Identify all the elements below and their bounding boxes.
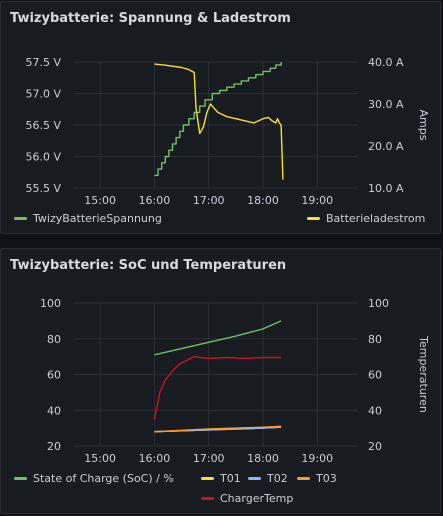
legend-label: TwizyBatterieSpannung (33, 212, 162, 225)
y-left-tick-label: 20 (47, 440, 61, 453)
x-tick-label: 15:00 (84, 194, 116, 207)
y-left-tick-label: 40 (47, 404, 61, 417)
y-right-axis-label: Amps (417, 110, 430, 141)
legend-item-t02[interactable]: T02 (248, 472, 288, 485)
y-right-tick-label: 40 (368, 404, 382, 417)
series-line-batterieladestrom (154, 63, 284, 180)
y-left-tick-label: 57.0 V (25, 88, 61, 101)
x-tick-label: 15:00 (84, 452, 116, 465)
x-tick-label: 18:00 (247, 452, 279, 465)
legend-swatch (307, 217, 320, 220)
y-left-tick-label: 100 (40, 297, 61, 310)
x-tick-label: 18:00 (247, 194, 279, 207)
panel-soc-temperaturen: Twizybatterie: SoC und Temperaturen 100 8… (0, 248, 441, 514)
legend-label: State of Charge (SoC) / % (33, 472, 174, 485)
legend-label: Batterieladestrom (326, 212, 426, 225)
panel-title[interactable]: Twizybatterie: SoC und Temperaturen (10, 258, 287, 273)
y-right-tick-label: 10.0 A (368, 182, 404, 195)
x-tick-label: 17:00 (193, 194, 225, 207)
legend-swatch (248, 477, 261, 480)
y-right-tick-label: 40.0 A (368, 56, 404, 69)
legend-label: T03 (316, 472, 337, 485)
series-line-t03 (154, 425, 282, 433)
legend-item-ladestrom[interactable]: Batterieladestrom (307, 212, 425, 225)
y-left-tick-label: 60 (47, 369, 61, 382)
y-right-tick-label: 30.0 A (368, 98, 404, 111)
y-right-axis-label: Temperaturen (417, 335, 430, 413)
legend-swatch (14, 217, 27, 220)
legend-item-chargertemp[interactable]: ChargerTemp (201, 492, 293, 505)
y-left-tick-label: 57.5 V (25, 56, 61, 69)
x-tick-label: 17:00 (193, 452, 225, 465)
y-right-tick-label: 80 (368, 333, 382, 346)
y-right-tick-label: 20 (368, 440, 382, 453)
y-right-tick-label: 100 (368, 297, 389, 310)
legend-label: T02 (267, 472, 288, 485)
y-left-tick-label: 80 (47, 333, 61, 346)
legend-swatch (297, 477, 310, 480)
panel-spannung-ladestrom: Twizybatterie: Spannung & Ladestrom 57.5… (0, 1, 441, 234)
y-right-tick-label: 60 (368, 369, 382, 382)
y-left-tick-label: 55.5 V (25, 182, 61, 195)
series-line-state-of-charge-soc (154, 320, 282, 356)
legend-item-t01[interactable]: T01 (201, 472, 241, 485)
legend-item-t03[interactable]: T03 (297, 472, 337, 485)
x-tick-label: 19:00 (301, 194, 333, 207)
legend-item-spannung[interactable]: TwizyBatterieSpannung (14, 212, 162, 225)
legend-swatch (14, 477, 27, 480)
series-line-chargertemp (153, 355, 282, 420)
panel-title[interactable]: Twizybatterie: Spannung & Ladestrom (10, 11, 291, 26)
chart-soc-temperaturen: 100 80 60 40 20 100 80 60 40 20 15:00 16:00 17:00 18:… (40, 297, 430, 465)
legend-item-soc[interactable]: State of Charge (SoC) / % (14, 472, 174, 485)
chart-spannung-ladestrom: 57.5 V 57.0 V 56.5 V 56.0 V 55.5 V 40.0 A 30.0… (25, 56, 430, 207)
x-tick-label: 16:00 (139, 194, 171, 207)
y-right-tick-label: 20.0 A (368, 140, 404, 153)
legend-swatch (201, 477, 214, 480)
legend-swatch (201, 497, 214, 500)
x-tick-label: 19:00 (301, 452, 333, 465)
y-left-tick-label: 56.0 V (25, 151, 61, 164)
legend-label: ChargerTemp (220, 492, 294, 505)
x-tick-label: 16:00 (139, 452, 171, 465)
y-left-tick-label: 56.5 V (25, 119, 61, 132)
series-line-twizybatteriespannung (154, 62, 282, 177)
legend-label: T01 (220, 472, 241, 485)
